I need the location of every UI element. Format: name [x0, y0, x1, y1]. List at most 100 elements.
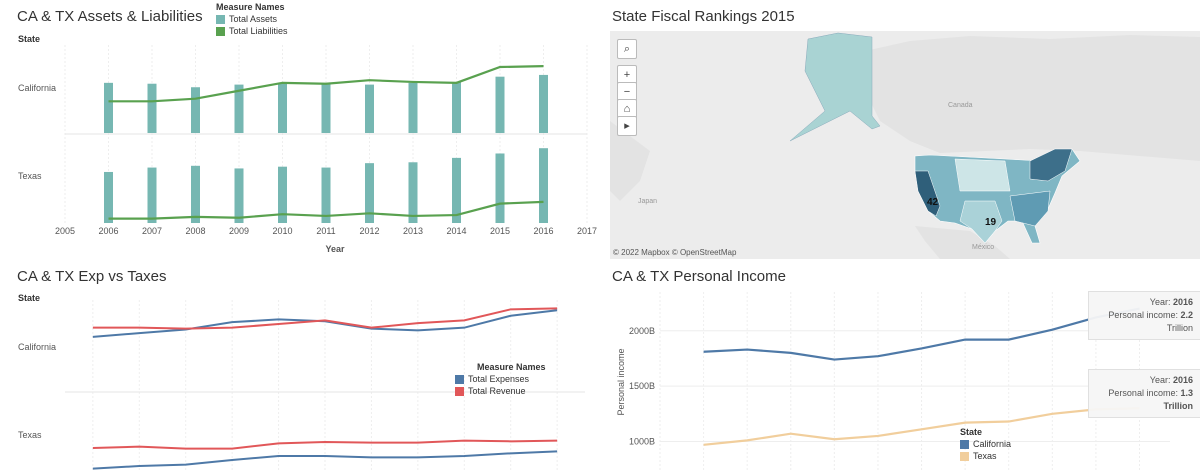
- legend-title: State: [960, 427, 983, 437]
- revenue-swatch: [455, 387, 464, 397]
- asset-bar-california: [321, 83, 331, 133]
- legend-item-texas[interactable]: Texas: [960, 451, 1011, 462]
- personal-income-chart[interactable]: 1000B 1500B 2000B Personal income: [600, 262, 1200, 472]
- exp-taxes-chart[interactable]: California Texas: [0, 262, 600, 472]
- asset-bar-california: [365, 84, 374, 133]
- zoom-out-button[interactable]: −: [617, 82, 637, 102]
- exp-legend[interactable]: Measure Names Total Expenses Total Reven…: [455, 362, 546, 398]
- legend-item-expenses[interactable]: Total Expenses: [455, 374, 546, 385]
- revenue-line-texas: [92, 439, 558, 450]
- map-search-button[interactable]: ⌕: [617, 39, 637, 59]
- x-tick-label: 2016: [533, 226, 553, 236]
- asset-bar-texas: [104, 171, 113, 223]
- state-header: State: [18, 34, 41, 44]
- map-attribution: © 2022 Mapbox © OpenStreetMap: [613, 248, 737, 257]
- legend-item-revenue[interactable]: Total Revenue: [455, 386, 546, 397]
- assets-legend[interactable]: Measure Names Total Assets Total Liabili…: [216, 2, 288, 38]
- state-header: State: [18, 293, 41, 303]
- expenses-swatch: [455, 375, 464, 385]
- asset-bar-texas: [278, 166, 287, 223]
- income-legend[interactable]: State California Texas: [960, 427, 1011, 463]
- land-asia: [610, 121, 650, 201]
- x-tick-label: 2012: [359, 226, 379, 236]
- x-tick-label: 2007: [142, 226, 162, 236]
- asset-bar-texas: [539, 148, 548, 223]
- tooltip-texas: Year: 2016 Personal income: 1.3 Trillion: [1088, 369, 1200, 418]
- asset-bar-california: [408, 82, 418, 133]
- panel-title: CA & TX Exp vs Taxes: [17, 268, 167, 285]
- row-label-california: California: [18, 83, 56, 93]
- expenses-line-texas: [92, 450, 558, 470]
- asset-bar-california: [147, 83, 157, 133]
- state-region-northeast: [1029, 148, 1073, 182]
- panel-title: CA & TX Personal Income: [612, 268, 786, 285]
- texas-rank-label: 19: [985, 217, 997, 228]
- liabilities-line-california: [108, 65, 544, 103]
- asset-bar-texas: [408, 162, 418, 223]
- panel-title: CA & TX Assets & Liabilities: [17, 8, 203, 25]
- y-tick-label: 2000B: [629, 326, 655, 336]
- asset-bar-california: [452, 81, 461, 133]
- asset-bar-california: [278, 83, 287, 133]
- california-rank-label: 42: [927, 197, 939, 208]
- revenue-line-california: [92, 307, 558, 330]
- x-tick-label: 2009: [229, 226, 249, 236]
- state-alaska[interactable]: [789, 32, 881, 142]
- exp-taxes-panel: CA & TX Exp vs Taxes State California Tex…: [0, 262, 600, 472]
- asset-bar-texas: [234, 168, 244, 223]
- legend-item-california[interactable]: California: [960, 439, 1011, 450]
- asset-bar-california: [104, 82, 113, 133]
- texas-swatch: [960, 452, 969, 462]
- asset-bar-texas: [191, 165, 200, 223]
- liabilities-swatch: [216, 27, 225, 37]
- liabilities-line-texas: [108, 200, 544, 220]
- y-tick-label: 1000B: [629, 436, 655, 446]
- x-tick-label: 2008: [185, 226, 205, 236]
- state-region-southeast: [1009, 190, 1051, 227]
- y-axis-title: Personal income: [616, 348, 626, 415]
- california-swatch: [960, 440, 969, 450]
- fiscal-rankings-map[interactable]: 42 19 Canada Japan México © 2022 Mapbox …: [610, 31, 1200, 259]
- legend-item-assets[interactable]: Total Assets: [216, 14, 288, 25]
- land-canada: [865, 35, 1200, 161]
- state-texas[interactable]: [959, 200, 1003, 244]
- asset-bar-california: [539, 74, 548, 133]
- legend-title: Measure Names: [216, 2, 285, 12]
- personal-income-panel: CA & TX Personal Income 1000B 1500B 2000B P…: [600, 262, 1200, 472]
- state-region-midwest: [954, 158, 1011, 192]
- panel-title: State Fiscal Rankings 2015: [612, 8, 795, 25]
- x-tick-label: 2014: [446, 226, 466, 236]
- tooltip-california: Year: 2016 Personal income: 2.2 Trillion: [1088, 291, 1200, 340]
- pan-button[interactable]: ▸: [617, 116, 637, 136]
- mexico-label: México: [972, 244, 994, 251]
- x-tick-label: 2011: [316, 226, 335, 236]
- asset-bar-texas: [321, 167, 331, 223]
- assets-liabilities-panel: CA & TX Assets & Liabilities State Measu…: [0, 0, 600, 262]
- legend-item-liabilities[interactable]: Total Liabilities: [216, 26, 288, 37]
- row-label-california: California: [18, 342, 56, 352]
- asset-bar-california: [191, 87, 200, 133]
- assets-swatch: [216, 15, 225, 25]
- x-tick-label: 2006: [98, 226, 118, 236]
- asset-bar-texas: [147, 167, 157, 223]
- state-california[interactable]: [914, 170, 941, 217]
- x-tick-label: 2010: [272, 226, 292, 236]
- asset-bar-texas: [365, 163, 374, 223]
- japan-label: Japan: [638, 198, 657, 205]
- legend-title: Measure Names: [477, 362, 546, 372]
- fiscal-map-panel: State Fiscal Rankings 2015 42 19 Canada …: [600, 0, 1200, 262]
- x-tick-label: 2017: [577, 226, 597, 236]
- asset-bar-texas: [452, 157, 461, 223]
- asset-bar-california: [495, 76, 505, 133]
- canada-label: Canada: [948, 102, 973, 109]
- y-tick-label: 1500B: [629, 381, 655, 391]
- texas-income-line: [703, 407, 1140, 446]
- assets-liabilities-chart[interactable]: California Texas 2005 2006 2007 2008 2009 2010 2…: [0, 0, 600, 262]
- asset-bar-texas: [495, 153, 505, 223]
- x-tick-label: 2015: [490, 226, 510, 236]
- land-mexico: [915, 226, 1010, 259]
- x-tick-label: 2013: [403, 226, 423, 236]
- x-axis-title: Year: [325, 244, 345, 254]
- california-income-line: [703, 307, 1140, 361]
- x-tick-label: 2005: [55, 226, 75, 236]
